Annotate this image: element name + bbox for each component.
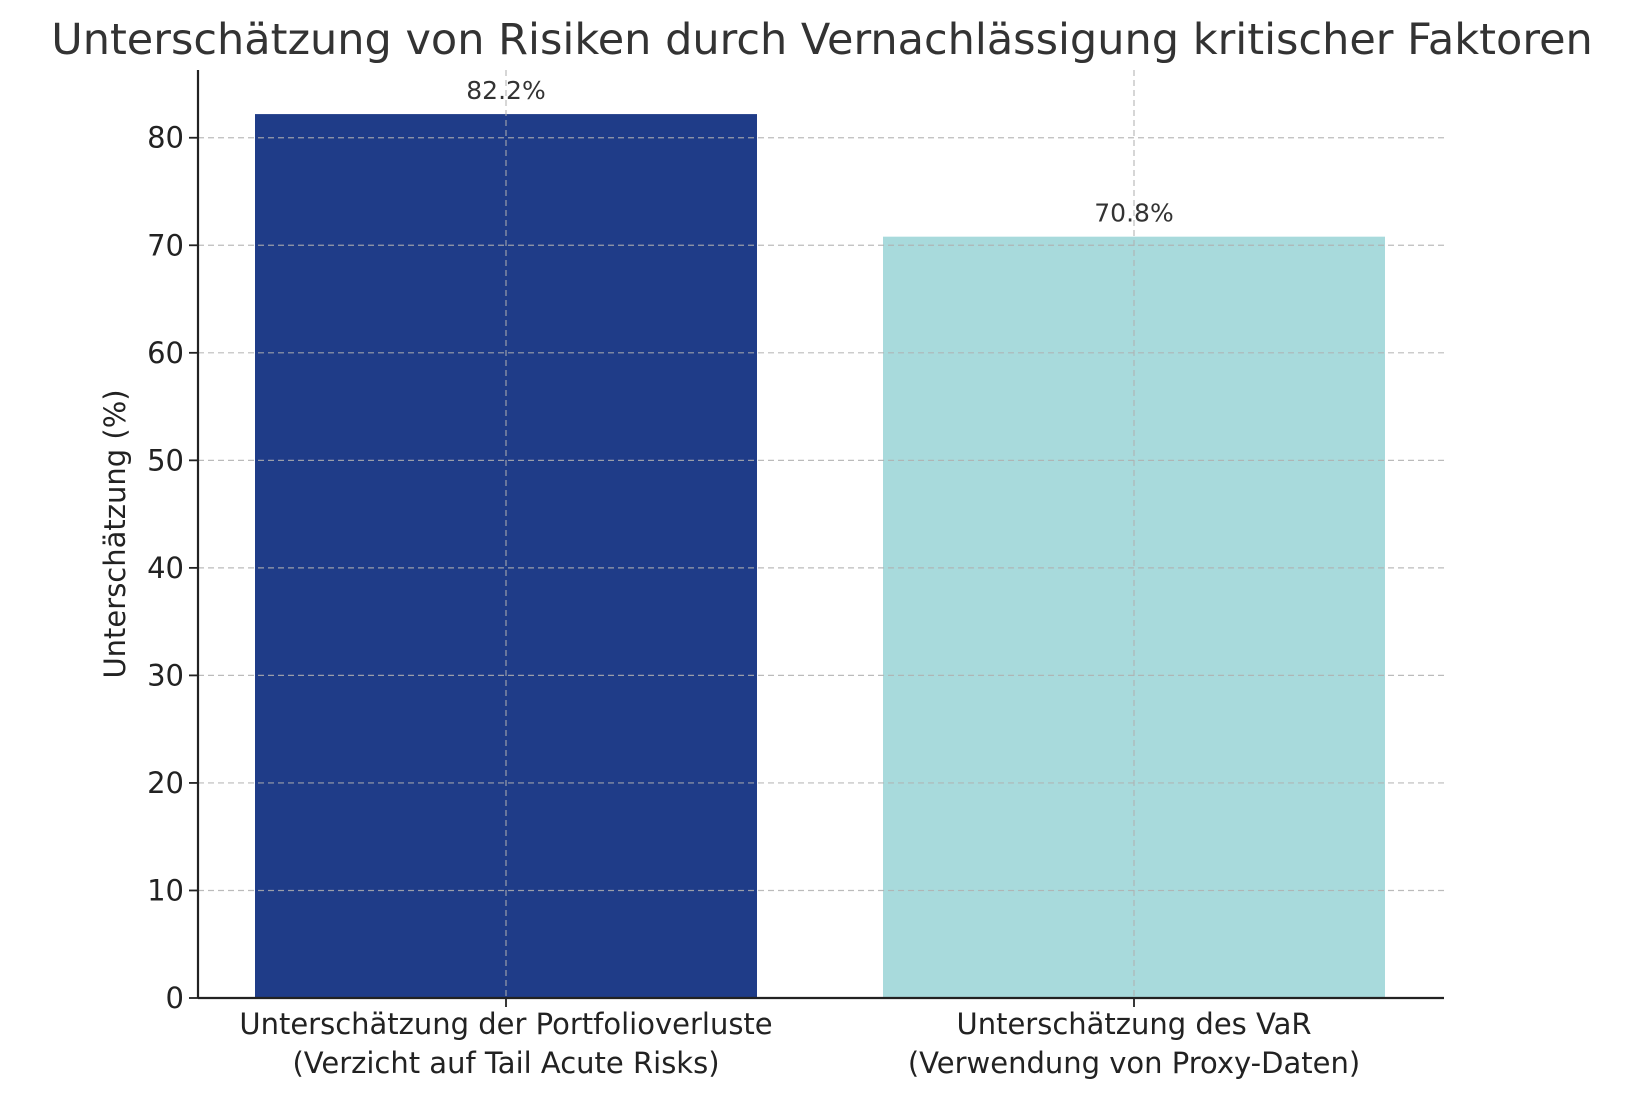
labels: 0 10 20 30 40 50 60 70 80 Unterschätzung der Port… — [147, 76, 1360, 1080]
axes — [189, 70, 1444, 1007]
x-tick-label-0-0: Unterschätzung der Portfolioverluste — [239, 1007, 772, 1041]
y-tick-label-5: 50 — [147, 443, 184, 477]
chart-title: Unterschätzung von Risiken durch Vernach… — [51, 15, 1593, 65]
y-tick-label-8: 80 — [147, 121, 184, 155]
bars — [255, 114, 1385, 999]
y-tick-label-2: 20 — [147, 766, 184, 800]
x-tick-label-0-1: (Verzicht auf Tail Acute Risks) — [292, 1046, 719, 1080]
data-label-1: 70.8% — [1094, 199, 1173, 228]
y-tick-label-0: 0 — [166, 981, 184, 1015]
y-tick-label-3: 30 — [147, 658, 184, 692]
x-tick-label-1-1: (Verwendung von Proxy-Daten) — [908, 1046, 1360, 1080]
x-tick-label-1-0: Unterschätzung des VaR — [956, 1007, 1311, 1041]
y-tick-label-7: 70 — [147, 228, 184, 262]
y-tick-label-1: 10 — [147, 873, 184, 907]
y-tick-label-4: 40 — [147, 551, 184, 585]
vertical-grid-lines — [198, 70, 1444, 998]
data-label-0: 82.2% — [466, 76, 545, 105]
y-tick-label-6: 60 — [147, 336, 184, 370]
y-axis-label: Unterschätzung (%) — [98, 389, 132, 678]
